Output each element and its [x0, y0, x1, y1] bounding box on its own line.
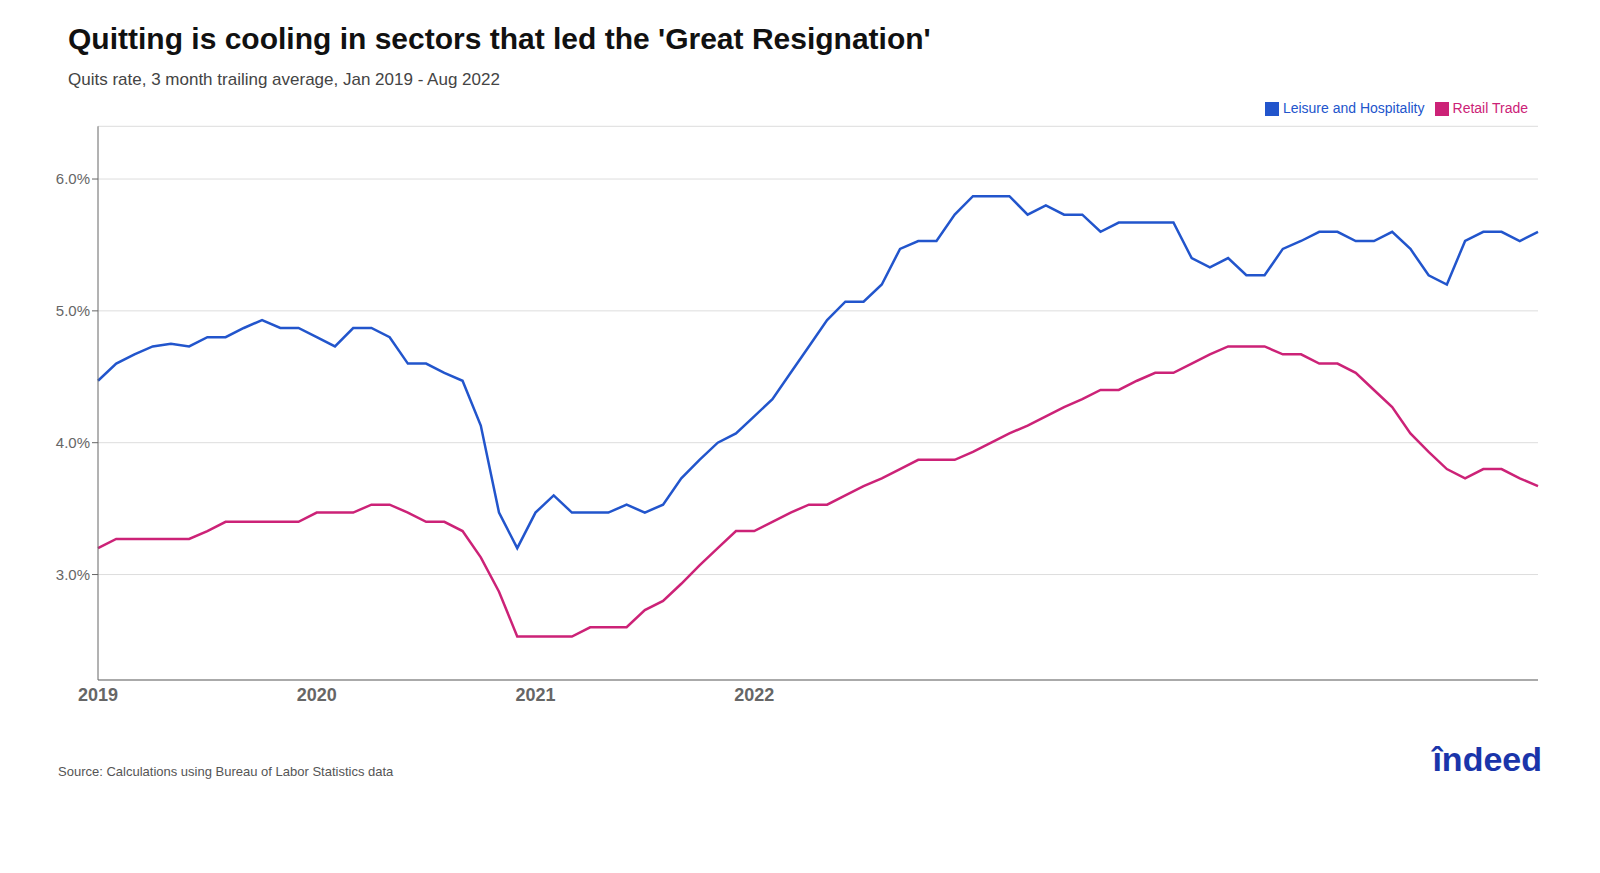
svg-text:2019: 2019: [78, 685, 118, 705]
svg-text:3.0%: 3.0%: [56, 566, 90, 583]
html-text:îndeed: îndeed: [1432, 740, 1542, 778]
svg-text:2022: 2022: [734, 685, 774, 705]
svg-text:5.0%: 5.0%: [56, 302, 90, 319]
html-text:Leisure and Hospitality: Leisure and Hospitality: [1282, 100, 1425, 116]
svg-text:4.0%: 4.0%: [56, 434, 90, 451]
html-text:Quits rate, 3 month trailing a: Quits rate, 3 month trailing average, Ja…: [68, 70, 500, 89]
html-text:Retail Trade: Retail Trade: [1452, 100, 1528, 116]
svg-text:2021: 2021: [515, 685, 555, 705]
svg-text:6.0%: 6.0%: [56, 170, 90, 187]
html-text:Source: Calculations using Bur: Source: Calculations using Bureau of Lab…: [58, 764, 394, 779]
html-text:Quitting is cooling in sectors: Quitting is cooling in sectors that led …: [68, 22, 931, 55]
svg-text:2020: 2020: [297, 685, 337, 705]
